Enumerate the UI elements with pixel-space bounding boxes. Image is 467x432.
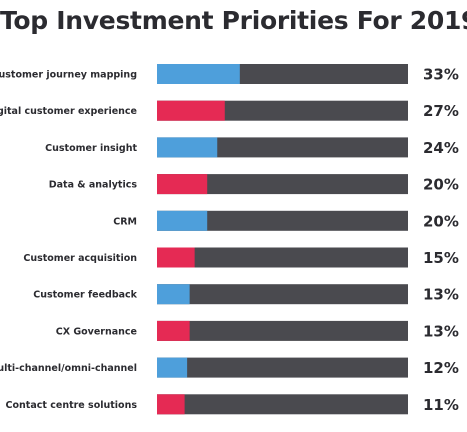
bar-track bbox=[157, 210, 408, 231]
chart-title: Top Investment Priorities For 2019 bbox=[0, 6, 467, 35]
value-label: 20% bbox=[423, 212, 459, 230]
value-label: 20% bbox=[423, 176, 459, 194]
category-label: Contact centre solutions bbox=[6, 400, 138, 411]
value-label: 11% bbox=[423, 396, 459, 414]
bar bbox=[157, 210, 208, 231]
bar-track bbox=[157, 247, 408, 268]
value-label: 33% bbox=[423, 66, 459, 84]
value-label: 24% bbox=[423, 139, 459, 157]
category-label: Customer feedback bbox=[33, 290, 137, 301]
bar bbox=[157, 284, 190, 305]
category-label: Data & analytics bbox=[49, 180, 138, 191]
bar bbox=[157, 174, 208, 195]
value-label: 13% bbox=[423, 286, 459, 304]
bar bbox=[157, 394, 185, 415]
value-label: 15% bbox=[423, 249, 459, 267]
category-label: CRM bbox=[113, 216, 137, 227]
category-label: Digital customer experience bbox=[0, 106, 137, 117]
bar-track bbox=[157, 284, 408, 305]
bar bbox=[157, 100, 225, 121]
bar-track bbox=[157, 357, 408, 378]
bar bbox=[157, 64, 240, 84]
category-label: Customer insight bbox=[45, 143, 137, 154]
value-label: 27% bbox=[423, 102, 459, 120]
bar bbox=[157, 357, 188, 378]
category-label: CX Governance bbox=[56, 326, 137, 337]
bar-track bbox=[157, 320, 408, 341]
bar-track bbox=[157, 394, 408, 415]
category-label: Multi-channel/omni-channel bbox=[0, 363, 137, 374]
bar-track bbox=[157, 174, 408, 195]
value-label: 12% bbox=[423, 359, 459, 377]
category-label: Customer journey mapping bbox=[0, 70, 137, 81]
value-label: 13% bbox=[423, 322, 459, 340]
bar-track bbox=[157, 137, 408, 158]
category-label: Customer acquisition bbox=[23, 253, 137, 264]
bar bbox=[157, 247, 195, 268]
bar bbox=[157, 320, 190, 341]
bar bbox=[157, 137, 218, 158]
